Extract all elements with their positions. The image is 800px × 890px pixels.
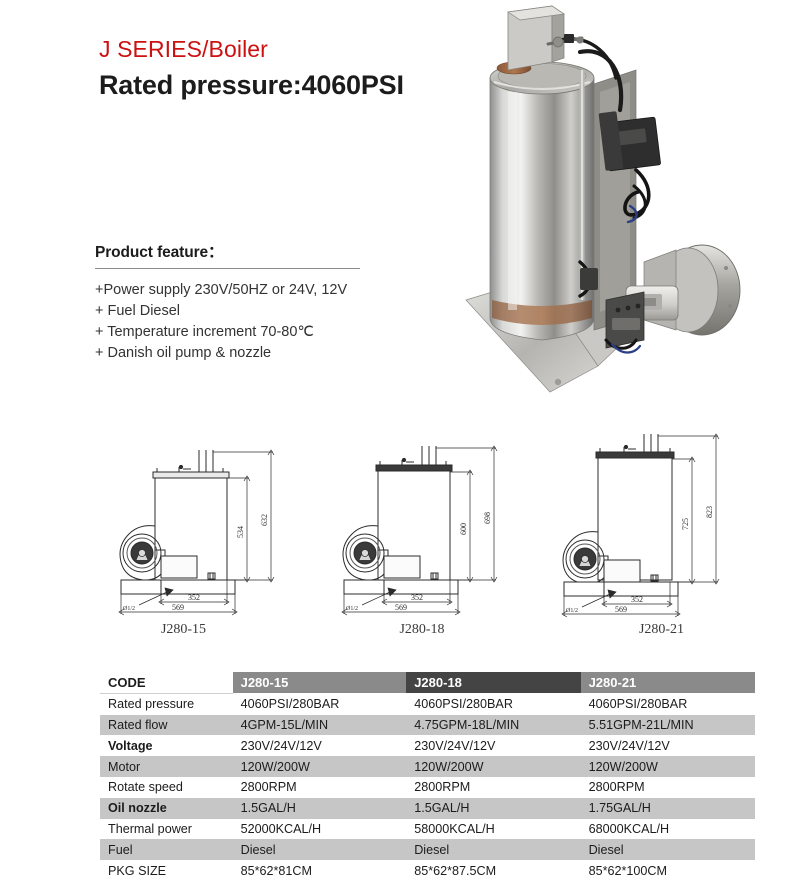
row-value: 2800RPM: [232, 776, 407, 798]
row-label: PKG SIZE: [100, 860, 233, 881]
row-value: 4060PSI/280BAR: [232, 693, 407, 715]
row-value: 85*62*87.5CM: [406, 860, 581, 881]
row-value: 120W/200W: [406, 756, 581, 777]
row-value: 230V/24V/12V: [580, 735, 755, 757]
row-value: 120W/200W: [580, 756, 755, 777]
row-value: 52000KCAL/H: [232, 818, 407, 840]
row-value: 4GPM-15L/MIN: [232, 714, 407, 736]
row-label: Voltage: [100, 735, 233, 757]
table-row: Oil nozzle 1.5GAL/H 1.5GAL/H 1.75GAL/H: [100, 797, 755, 819]
dim-port-21: Ø1/2: [566, 608, 578, 614]
table-row: Rated flow 4GPM-15L/MIN 4.75GPM-18L/MIN …: [100, 714, 755, 736]
dim-port-15: Ø1/2: [123, 606, 135, 612]
technical-drawings: 534 632 352 569 Ø1/2 J280-15: [95, 432, 755, 647]
table-row: Fuel Diesel Diesel Diesel: [100, 839, 755, 861]
feature-list: +Power supply 230V/50HZ or 24V, 12V + Fu…: [95, 280, 360, 364]
row-value: 120W/200W: [232, 756, 407, 777]
series-title: J SERIES/Boiler: [99, 36, 268, 62]
drawing-j280-15-svg: 534 632 352 569 Ø1/2: [118, 449, 275, 616]
drawing-caption: J280-21: [638, 622, 685, 637]
row-value: 4060PSI/280BAR: [580, 693, 755, 715]
row-value: 1.5GAL/H: [406, 797, 581, 819]
table-header-row: CODE J280-15 J280-18 J280-21: [100, 672, 755, 694]
page-title: Rated pressure:4060PSI: [99, 70, 404, 100]
feature-item: + Danish oil pump & nozzle: [95, 345, 272, 361]
table-row: PKG SIZE 85*62*81CM 85*62*87.5CM 85*62*1…: [100, 860, 755, 881]
dim-inner-height-18: 600: [459, 523, 468, 535]
drawing-caption: J280-18: [399, 622, 445, 637]
row-value: Diesel: [406, 839, 581, 861]
feature-item: + Fuel Diesel: [95, 303, 181, 319]
row-label: Motor: [100, 756, 233, 777]
drawing-j280-18-svg: 600 698 352 569 Ø1/2: [340, 445, 497, 616]
row-value: 4.75GPM-18L/MIN: [406, 714, 581, 736]
dim-inner-width-15: 352: [188, 593, 200, 602]
boiler-illustration: [465, 5, 741, 393]
feature-item: +Power supply 230V/50HZ or 24V, 12V: [95, 282, 348, 298]
drawing-j280-21: 725 823 352 569 Ø1/2 J280-21: [540, 432, 755, 647]
dim-outer-width-18: 569: [395, 603, 407, 612]
row-value: Diesel: [580, 839, 755, 861]
product-feature-heading: Product feature：: [95, 244, 224, 261]
row-value: 230V/24V/12V: [406, 735, 581, 757]
row-value: 1.75GAL/H: [580, 797, 755, 819]
dim-inner-height-21: 725: [681, 518, 690, 530]
row-value: 4060PSI/280BAR: [406, 693, 581, 715]
row-label: Rotate speed: [100, 776, 233, 798]
dim-inner-width-21: 352: [631, 595, 643, 604]
table-row: Rated pressure 4060PSI/280BAR 4060PSI/28…: [100, 693, 755, 715]
row-value: 2800RPM: [406, 776, 581, 798]
table-row: Voltage 230V/24V/12V 230V/24V/12V 230V/2…: [100, 735, 755, 757]
row-label: Oil nozzle: [100, 797, 233, 819]
row-value: 68000KCAL/H: [580, 818, 755, 840]
dim-outer-height-15: 632: [260, 514, 269, 526]
drawing-j280-21-svg: 725 823 352 569 Ø1/2: [561, 433, 720, 618]
table-row: Thermal power 52000KCAL/H 58000KCAL/H 68…: [100, 818, 755, 840]
table-row: Motor 120W/200W 120W/200W 120W/200W: [100, 756, 755, 777]
dim-outer-width-21: 569: [615, 605, 627, 614]
row-value: 85*62*81CM: [232, 860, 407, 881]
row-value: 230V/24V/12V: [232, 735, 407, 757]
row-value: 58000KCAL/H: [406, 818, 581, 840]
row-label: Thermal power: [100, 818, 233, 840]
row-value: 5.51GPM-21L/MIN: [580, 714, 755, 736]
row-value: 2800RPM: [580, 776, 755, 798]
drawing-caption: J280-15: [160, 622, 207, 637]
dim-outer-height-18: 698: [483, 512, 492, 524]
specification-table: CODE J280-15 J280-18 J280-21 Rated press…: [100, 672, 755, 881]
dim-inner-width-18: 352: [411, 593, 423, 602]
table-header-model-3: J280-21: [580, 672, 755, 694]
drawing-j280-15: 534 632 352 569 Ø1/2 J280-15: [95, 432, 310, 647]
feature-divider: [95, 268, 360, 269]
dim-outer-height-21: 823: [705, 506, 714, 518]
row-value: 1.5GAL/H: [232, 797, 407, 819]
product-feature-section: Product feature： +Power supply 230V/50HZ…: [95, 240, 360, 364]
row-value: Diesel: [232, 839, 407, 861]
table-header-model-2: J280-18: [406, 672, 581, 694]
row-label: Rated pressure: [100, 693, 233, 715]
dim-port-18: Ø1/2: [346, 606, 358, 612]
drawing-j280-18: 600 698 352 569 Ø1/2 J280-18: [318, 432, 533, 647]
dim-inner-height-15: 534: [236, 526, 245, 538]
table-header-model-1: J280-15: [232, 672, 407, 694]
table-header-code: CODE: [100, 672, 233, 694]
dim-outer-width-15: 569: [172, 603, 184, 612]
feature-item: + Temperature increment 70-80℃: [95, 324, 314, 340]
table-row: Rotate speed 2800RPM 2800RPM 2800RPM: [100, 776, 755, 798]
row-label: Fuel: [100, 839, 233, 861]
row-label: Rated flow: [100, 714, 233, 736]
row-value: 85*62*100CM: [580, 860, 755, 881]
product-photo: [430, 0, 795, 400]
